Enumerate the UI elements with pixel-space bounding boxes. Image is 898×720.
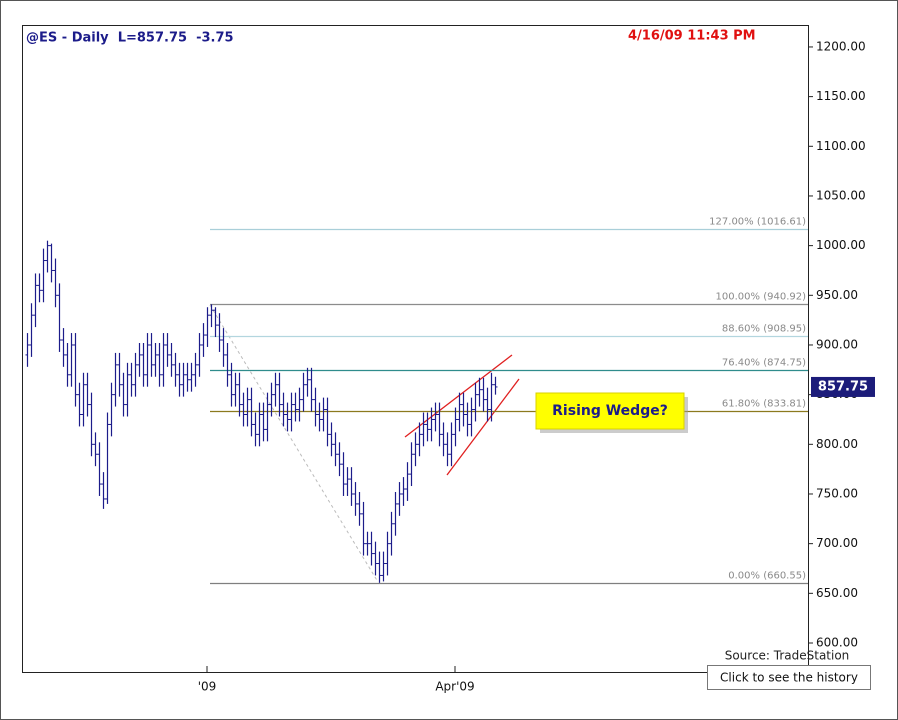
y-tick-label: 800.00 — [816, 437, 858, 451]
y-tick-label: 1200.00 — [816, 39, 866, 53]
wedge-upper — [404, 354, 513, 438]
last-price-box — [811, 376, 875, 397]
fib-label: 88.60% (908.95) — [722, 324, 806, 335]
timestamp: 4/16/09 11:43 PM — [628, 29, 756, 44]
source: Source: TradeStation — [725, 649, 850, 663]
y-tick-label: 1000.00 — [816, 238, 866, 252]
y-tick-label: 950.00 — [816, 288, 858, 302]
last-price-label: 857.75 — [818, 379, 868, 394]
button-label[interactable]: Click to see the history — [720, 671, 858, 685]
y-tick-label: 750.00 — [816, 486, 858, 500]
callout-text: Rising Wedge? — [552, 403, 668, 419]
callout — [535, 392, 685, 430]
y-tick-label: 900.00 — [816, 337, 858, 351]
fib-label: 100.00% (940.92) — [716, 292, 807, 303]
chart-title: @ES - Daily L=857.75 -3.75 — [26, 31, 234, 46]
fib-label: 127.00% (1016.61) — [709, 217, 806, 228]
y-tick-label: 700.00 — [816, 536, 858, 550]
fib-label: 61.80% (833.81) — [722, 399, 806, 410]
y-tick-label: 1050.00 — [816, 188, 866, 202]
history-button[interactable]: Click to see the history — [707, 665, 871, 690]
wedge-lower — [446, 378, 520, 476]
y-tick-label: 1150.00 — [816, 89, 866, 103]
fib-label: 0.00% (660.55) — [728, 571, 806, 582]
y-tick-label: 1100.00 — [816, 139, 866, 153]
fib-label: 76.40% (874.75) — [722, 358, 806, 369]
x-tick-label: Apr'09 — [435, 680, 474, 694]
y-tick-label: 600.00 — [816, 635, 858, 649]
button-box[interactable] — [707, 665, 871, 690]
y-tick-label: 650.00 — [816, 586, 858, 600]
plot-frame — [22, 25, 809, 673]
x-tick-label: '09 — [198, 680, 217, 694]
